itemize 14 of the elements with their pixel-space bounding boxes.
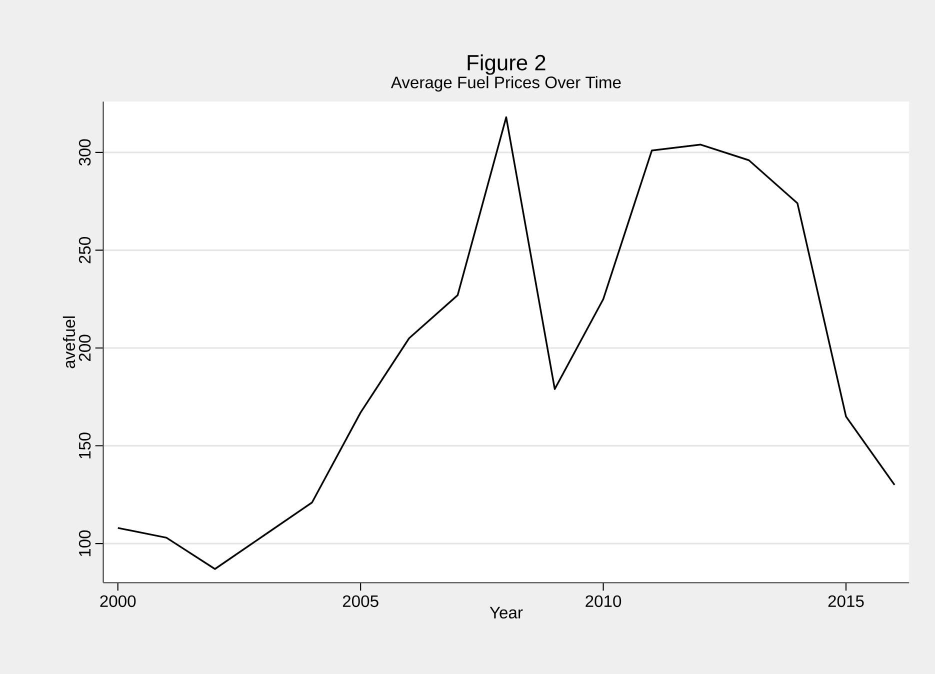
chart-title: Figure 2: [468, 54, 546, 75]
chart-subtitle: Average Fuel Prices Over Time: [390, 76, 621, 92]
y-tick-label: 300: [78, 139, 91, 166]
y-axis-title: avefuel: [62, 316, 76, 368]
y-tick-label: 100: [78, 530, 91, 556]
x-tick-label: 2015: [828, 595, 864, 607]
x-tick-label: 2005: [342, 595, 378, 607]
y-tick-label: 250: [78, 236, 91, 264]
line-series: [117, 116, 896, 570]
y-tick-label: 150: [78, 432, 91, 458]
y-tick-label: 200: [78, 334, 91, 361]
x-axis-title: Year: [490, 606, 523, 618]
x-tick-label: 2010: [586, 595, 622, 607]
x-tick-label: 2000: [100, 595, 136, 607]
